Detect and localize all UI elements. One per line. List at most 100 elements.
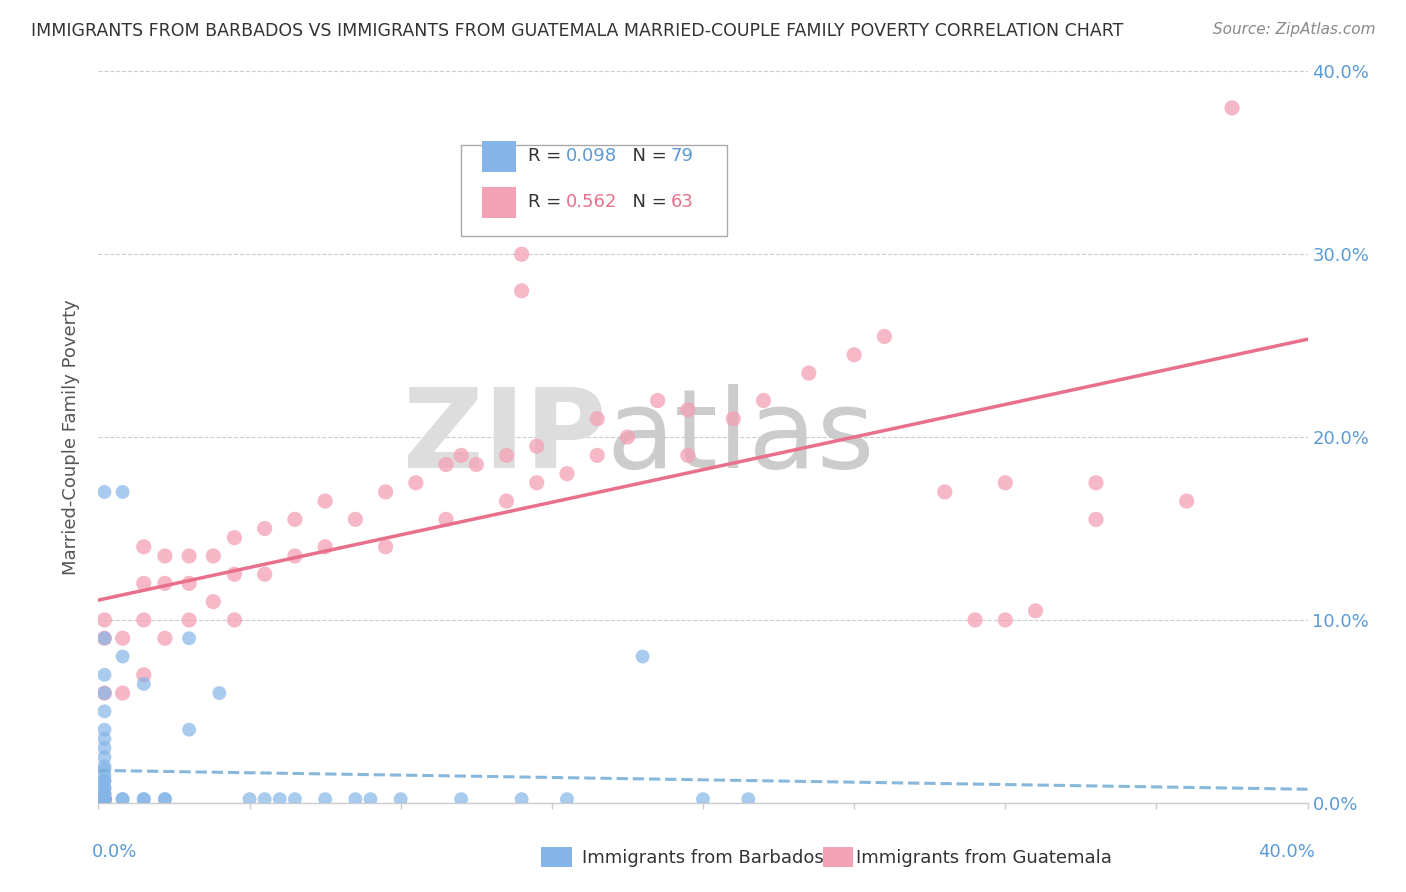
Point (93, 792, 115, 806)
Point (93, 792, 115, 806)
Point (224, 613, 246, 627)
Text: Source: ZipAtlas.com: Source: ZipAtlas.com (1212, 22, 1375, 37)
Point (93, 792, 115, 806)
Point (314, 494, 336, 508)
Point (239, 792, 262, 806)
Point (93, 792, 115, 806)
Point (495, 494, 517, 508)
Point (93, 773, 115, 788)
Point (93, 792, 115, 806)
Point (676, 448, 699, 462)
Point (344, 512, 367, 526)
Point (389, 792, 412, 806)
Point (132, 677, 155, 691)
Point (93, 787, 115, 801)
Point (93, 667, 115, 681)
Point (132, 540, 155, 554)
Point (994, 475, 1017, 490)
Point (510, 792, 533, 806)
Point (269, 792, 291, 806)
Point (93, 792, 115, 806)
Point (450, 448, 472, 462)
Point (965, 613, 987, 627)
Point (495, 448, 517, 462)
Point (93, 485, 115, 500)
Point (202, 549, 225, 563)
Text: Immigrants from Barbados: Immigrants from Barbados (582, 849, 824, 867)
Point (93, 781, 115, 796)
Point (93, 792, 115, 806)
Point (465, 458, 488, 472)
Point (1024, 604, 1046, 618)
Point (93, 792, 115, 806)
FancyBboxPatch shape (482, 187, 516, 218)
Point (1085, 512, 1108, 526)
Text: 79: 79 (671, 147, 693, 165)
Point (132, 667, 155, 681)
Point (132, 792, 155, 806)
Point (555, 792, 578, 806)
Point (93, 792, 115, 806)
Point (93, 686, 115, 700)
Text: IMMIGRANTS FROM BARBADOS VS IMMIGRANTS FROM GUATEMALA MARRIED-COUPLE FAMILY POVE: IMMIGRANTS FROM BARBADOS VS IMMIGRANTS F… (31, 22, 1123, 40)
Point (374, 540, 396, 554)
Point (314, 792, 336, 806)
Point (405, 475, 427, 490)
Point (1220, 101, 1243, 115)
Point (586, 412, 609, 426)
Point (93, 792, 115, 806)
Point (93, 740, 115, 755)
Point (179, 613, 201, 627)
Point (374, 485, 396, 500)
Point (93, 723, 115, 737)
Point (153, 632, 176, 646)
Point (93, 792, 115, 806)
Point (586, 448, 609, 462)
Point (93, 750, 115, 764)
Point (93, 792, 115, 806)
Point (93, 792, 115, 806)
Point (93, 632, 115, 646)
Point (93, 792, 115, 806)
Text: 0.098: 0.098 (567, 147, 617, 165)
Point (93, 632, 115, 646)
Point (153, 549, 176, 563)
Point (93, 792, 115, 806)
Point (93, 792, 115, 806)
Text: N =: N = (621, 147, 672, 165)
Point (344, 792, 367, 806)
Point (934, 485, 956, 500)
Point (208, 686, 231, 700)
Point (1085, 475, 1108, 490)
Point (93, 781, 115, 796)
Point (510, 247, 533, 261)
Point (647, 393, 669, 408)
Point (253, 567, 276, 582)
Point (93, 759, 115, 773)
Point (111, 485, 134, 500)
Point (93, 731, 115, 746)
Text: R =: R = (527, 193, 567, 211)
Point (111, 632, 134, 646)
Point (692, 792, 714, 806)
Point (93, 787, 115, 801)
Point (93, 705, 115, 719)
Point (737, 792, 759, 806)
Point (153, 576, 176, 591)
Point (179, 549, 201, 563)
Point (93, 792, 115, 806)
Point (93, 792, 115, 806)
Point (111, 686, 134, 700)
Point (994, 613, 1017, 627)
Point (510, 284, 533, 298)
Point (224, 531, 246, 545)
Point (723, 412, 745, 426)
Point (616, 430, 638, 444)
Point (179, 632, 201, 646)
Point (93, 792, 115, 806)
Point (93, 792, 115, 806)
Text: atlas: atlas (606, 384, 875, 491)
Point (526, 439, 548, 453)
Point (93, 792, 115, 806)
Point (450, 792, 472, 806)
